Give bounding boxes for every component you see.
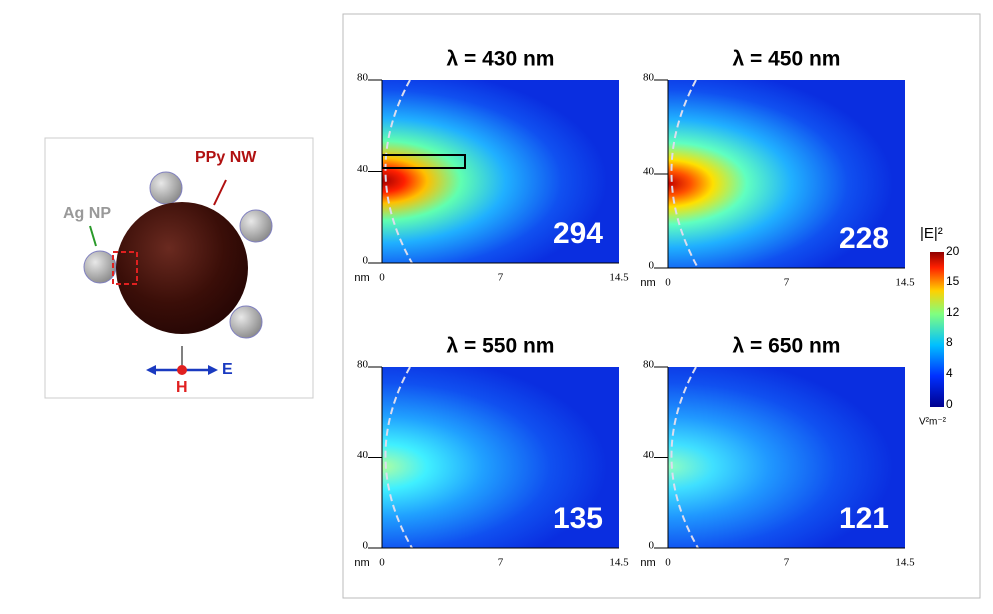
colorbar-tick-label: 15 (946, 274, 960, 288)
boundary-curve (670, 367, 699, 548)
field-map: λ = 650 nm 121 80 40 0 nm 0 7 14.5 (640, 335, 915, 569)
heatmap-hotspot (668, 80, 894, 268)
boundary-curve (384, 80, 413, 263)
maps-frame (342, 13, 981, 599)
x-tick-label: 0 (665, 557, 671, 569)
x-tick-label: 7 (784, 277, 790, 289)
y-tick-label: 80 (643, 72, 655, 84)
heatmap (382, 367, 619, 548)
x-tick-label: 7 (784, 557, 790, 569)
y-tick-label: 0 (649, 260, 655, 272)
x-unit: nm (640, 557, 655, 569)
ppy-nanowire (116, 202, 248, 334)
field-map: λ = 450 nm 228 80 40 0 nm 0 7 14.5 (640, 48, 915, 289)
y-tick-label: 80 (357, 359, 369, 371)
heatmap-hotspot (382, 80, 608, 263)
e-label: E (222, 361, 233, 378)
y-tick-label: 80 (357, 72, 369, 84)
enhancement-factor: 228 (839, 222, 889, 255)
field-map: λ = 550 nm 135 80 40 0 nm 0 7 14.5 (354, 335, 629, 569)
panel-title: λ = 430 nm (447, 48, 555, 71)
colorbar: |E|² V²m⁻² (919, 225, 947, 428)
ag-particle (149, 171, 183, 205)
panel-title: λ = 650 nm (733, 335, 841, 358)
schematic: PPy NW Ag NP E H (44, 137, 314, 399)
x-tick-label: 14.5 (895, 557, 915, 569)
colorbar-tick-label: 0 (946, 397, 953, 411)
y-tick-label: 40 (643, 449, 655, 461)
h-dot (177, 365, 187, 375)
x-tick-label: 0 (379, 272, 385, 284)
x-tick-label: 14.5 (895, 277, 915, 289)
x-tick-label: 7 (498, 272, 504, 284)
enhancement-factor: 121 (839, 502, 889, 535)
enhancement-factor: 294 (553, 217, 603, 250)
x-tick-label: 14.5 (609, 557, 629, 569)
heatmap-hotspot (382, 367, 608, 548)
ag-label: Ag NP (63, 205, 111, 222)
y-tick-label: 80 (643, 359, 655, 371)
heatmap (668, 367, 905, 548)
x-unit: nm (354, 557, 369, 569)
colorbar-tick-label: 20 (946, 244, 960, 258)
hotspot-box (382, 154, 466, 169)
x-unit: nm (640, 277, 655, 289)
heatmap (382, 80, 619, 263)
boundary-curve (670, 80, 699, 268)
panel-title: λ = 550 nm (447, 335, 555, 358)
y-tick-label: 40 (357, 163, 369, 175)
boundary-curve (384, 367, 413, 548)
x-tick-label: 0 (665, 277, 671, 289)
ag-particle (229, 305, 263, 339)
ppy-label: PPy NW (195, 149, 257, 166)
colorbar-unit: V²m⁻² (919, 417, 947, 428)
colorbar-label: |E|² (920, 225, 943, 242)
y-tick-label: 40 (357, 449, 369, 461)
colorbar-scale (930, 252, 944, 407)
field-map: λ = 430 nm 294 80 40 0 nm 0 7 14.5 (354, 48, 629, 284)
colorbar-tick-label: 4 (946, 366, 953, 380)
x-tick-label: 14.5 (609, 272, 629, 284)
heatmap-hotspot (668, 367, 894, 548)
arrow-head (208, 365, 218, 375)
h-label: H (176, 379, 188, 396)
x-tick-label: 7 (498, 557, 504, 569)
arrow (89, 225, 97, 247)
y-tick-label: 0 (363, 255, 369, 267)
ag-particle (239, 209, 273, 243)
arrow-head (146, 365, 156, 375)
x-unit: nm (354, 272, 369, 284)
y-tick-label: 0 (363, 540, 369, 552)
region-box (112, 251, 138, 285)
x-tick-label: 0 (379, 557, 385, 569)
y-tick-label: 40 (643, 166, 655, 178)
panel-title: λ = 450 nm (733, 48, 841, 71)
y-tick-label: 0 (649, 540, 655, 552)
colorbar-tick-label: 12 (946, 305, 960, 319)
enhancement-factor: 135 (553, 502, 603, 535)
heatmap (668, 80, 905, 268)
ag-particle (83, 250, 117, 284)
arrow (213, 179, 227, 206)
colorbar-tick-label: 8 (946, 335, 953, 349)
